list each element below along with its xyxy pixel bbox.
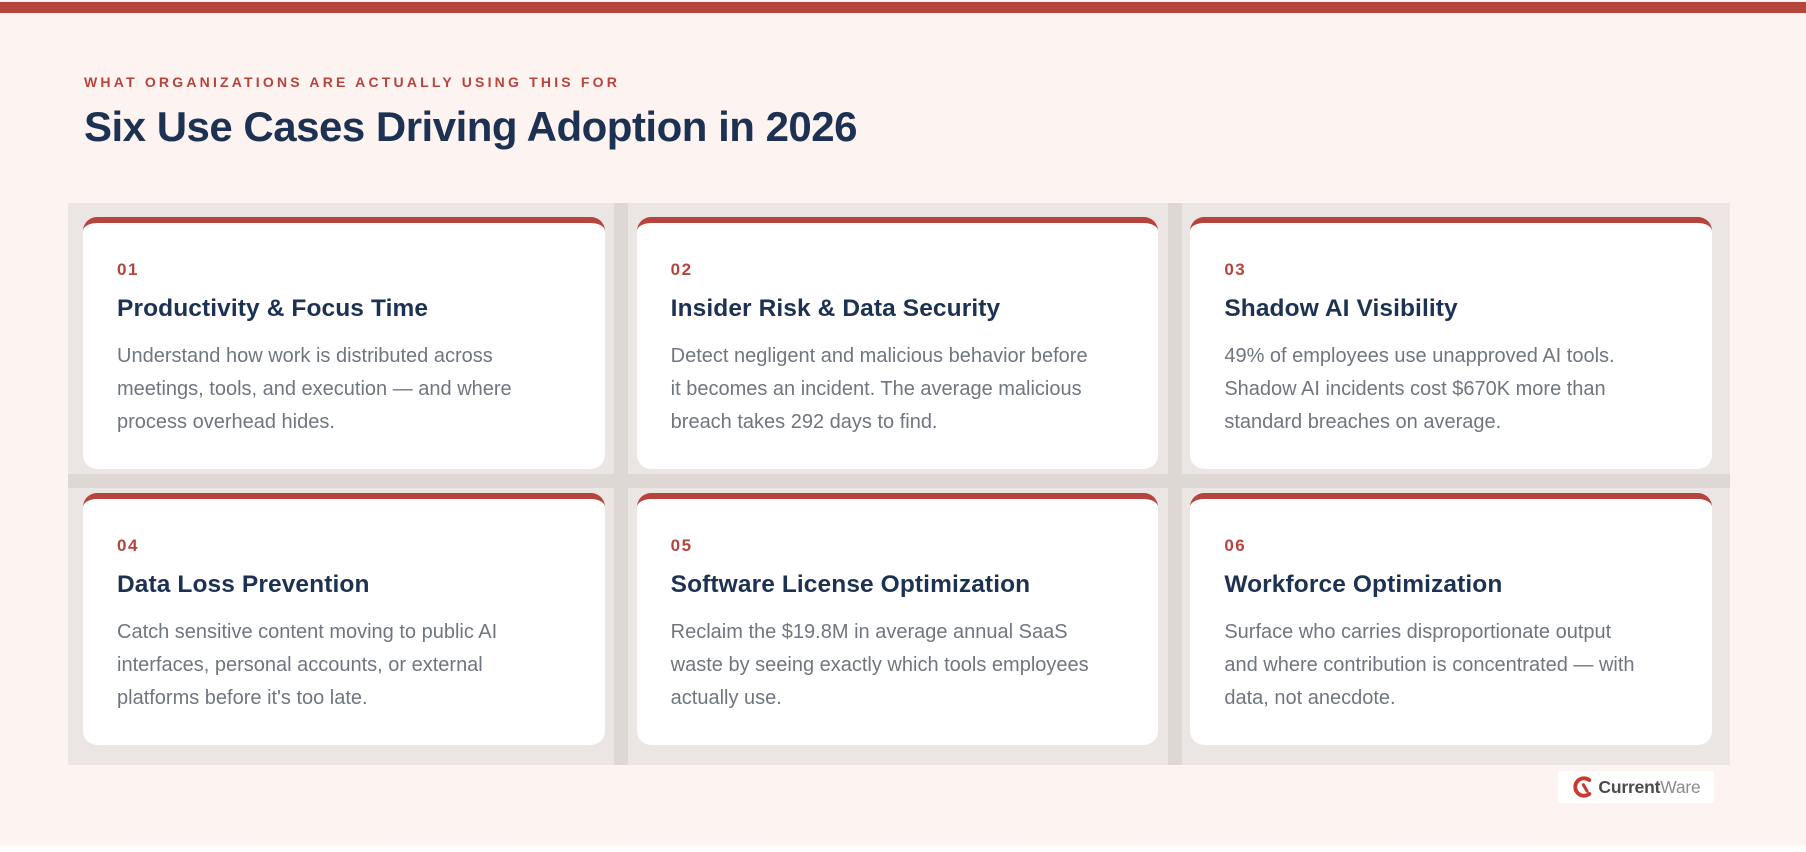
grid-divider-horizontal (68, 474, 1730, 488)
card-number: 01 (117, 260, 139, 279)
page-header: WHAT ORGANIZATIONS ARE ACTUALLY USING TH… (84, 74, 858, 151)
card-number: 04 (117, 536, 139, 555)
bottom-edge-strip (0, 843, 1806, 852)
use-case-card-04: 04 Data Loss Prevention Catch sensitive … (83, 493, 605, 745)
top-accent-bar (0, 2, 1806, 13)
use-case-grid: 01 Productivity & Focus Time Understand … (68, 203, 1730, 765)
card-number: 02 (670, 260, 693, 279)
use-case-card-05: 05 Software License Optimization Reclaim… (636, 493, 1159, 745)
card-title: Data Loss Prevention (117, 571, 370, 598)
currentware-logo: CurrentWare (1558, 771, 1714, 803)
use-case-card-06: 06 Workforce Optimization Surface who ca… (1190, 493, 1712, 745)
card-description: Understand how work is distributed acros… (117, 345, 512, 433)
card-title: Productivity & Focus Time (117, 295, 429, 322)
use-case-card-03: 03 Shadow AI Visibility 49% of employees… (1190, 217, 1712, 469)
logo-brand-bold: Current (1598, 776, 1661, 797)
card-description: Detect negligent and malicious behavior … (670, 345, 1088, 433)
card-number: 03 (1224, 260, 1247, 279)
logo-brand-light: Ware (1660, 776, 1701, 797)
card-number: 05 (670, 536, 693, 555)
page-title: Six Use Cases Driving Adoption in 2026 (84, 103, 858, 150)
card-title: Shadow AI Visibility (1224, 295, 1458, 322)
card-description: Catch sensitive content moving to public… (117, 621, 498, 709)
card-title: Insider Risk & Data Security (670, 295, 1001, 322)
eyebrow-text: WHAT ORGANIZATIONS ARE ACTUALLY USING TH… (84, 74, 621, 90)
card-title: Workforce Optimization (1224, 571, 1503, 598)
currentware-logo-icon (1573, 776, 1592, 798)
card-number: 06 (1224, 536, 1247, 555)
use-case-card-01: 01 Productivity & Focus Time Understand … (83, 217, 605, 469)
card-description: 49% of employees use unapproved AI tools… (1224, 345, 1615, 433)
card-description: Reclaim the $19.8M in average annual Saa… (670, 621, 1089, 709)
card-title: Software License Optimization (670, 571, 1031, 598)
use-case-card-02: 02 Insider Risk & Data Security Detect n… (636, 217, 1159, 469)
currentware-logo-text: CurrentWare (1598, 777, 1700, 798)
card-description: Surface who carries disproportionate out… (1224, 621, 1635, 709)
